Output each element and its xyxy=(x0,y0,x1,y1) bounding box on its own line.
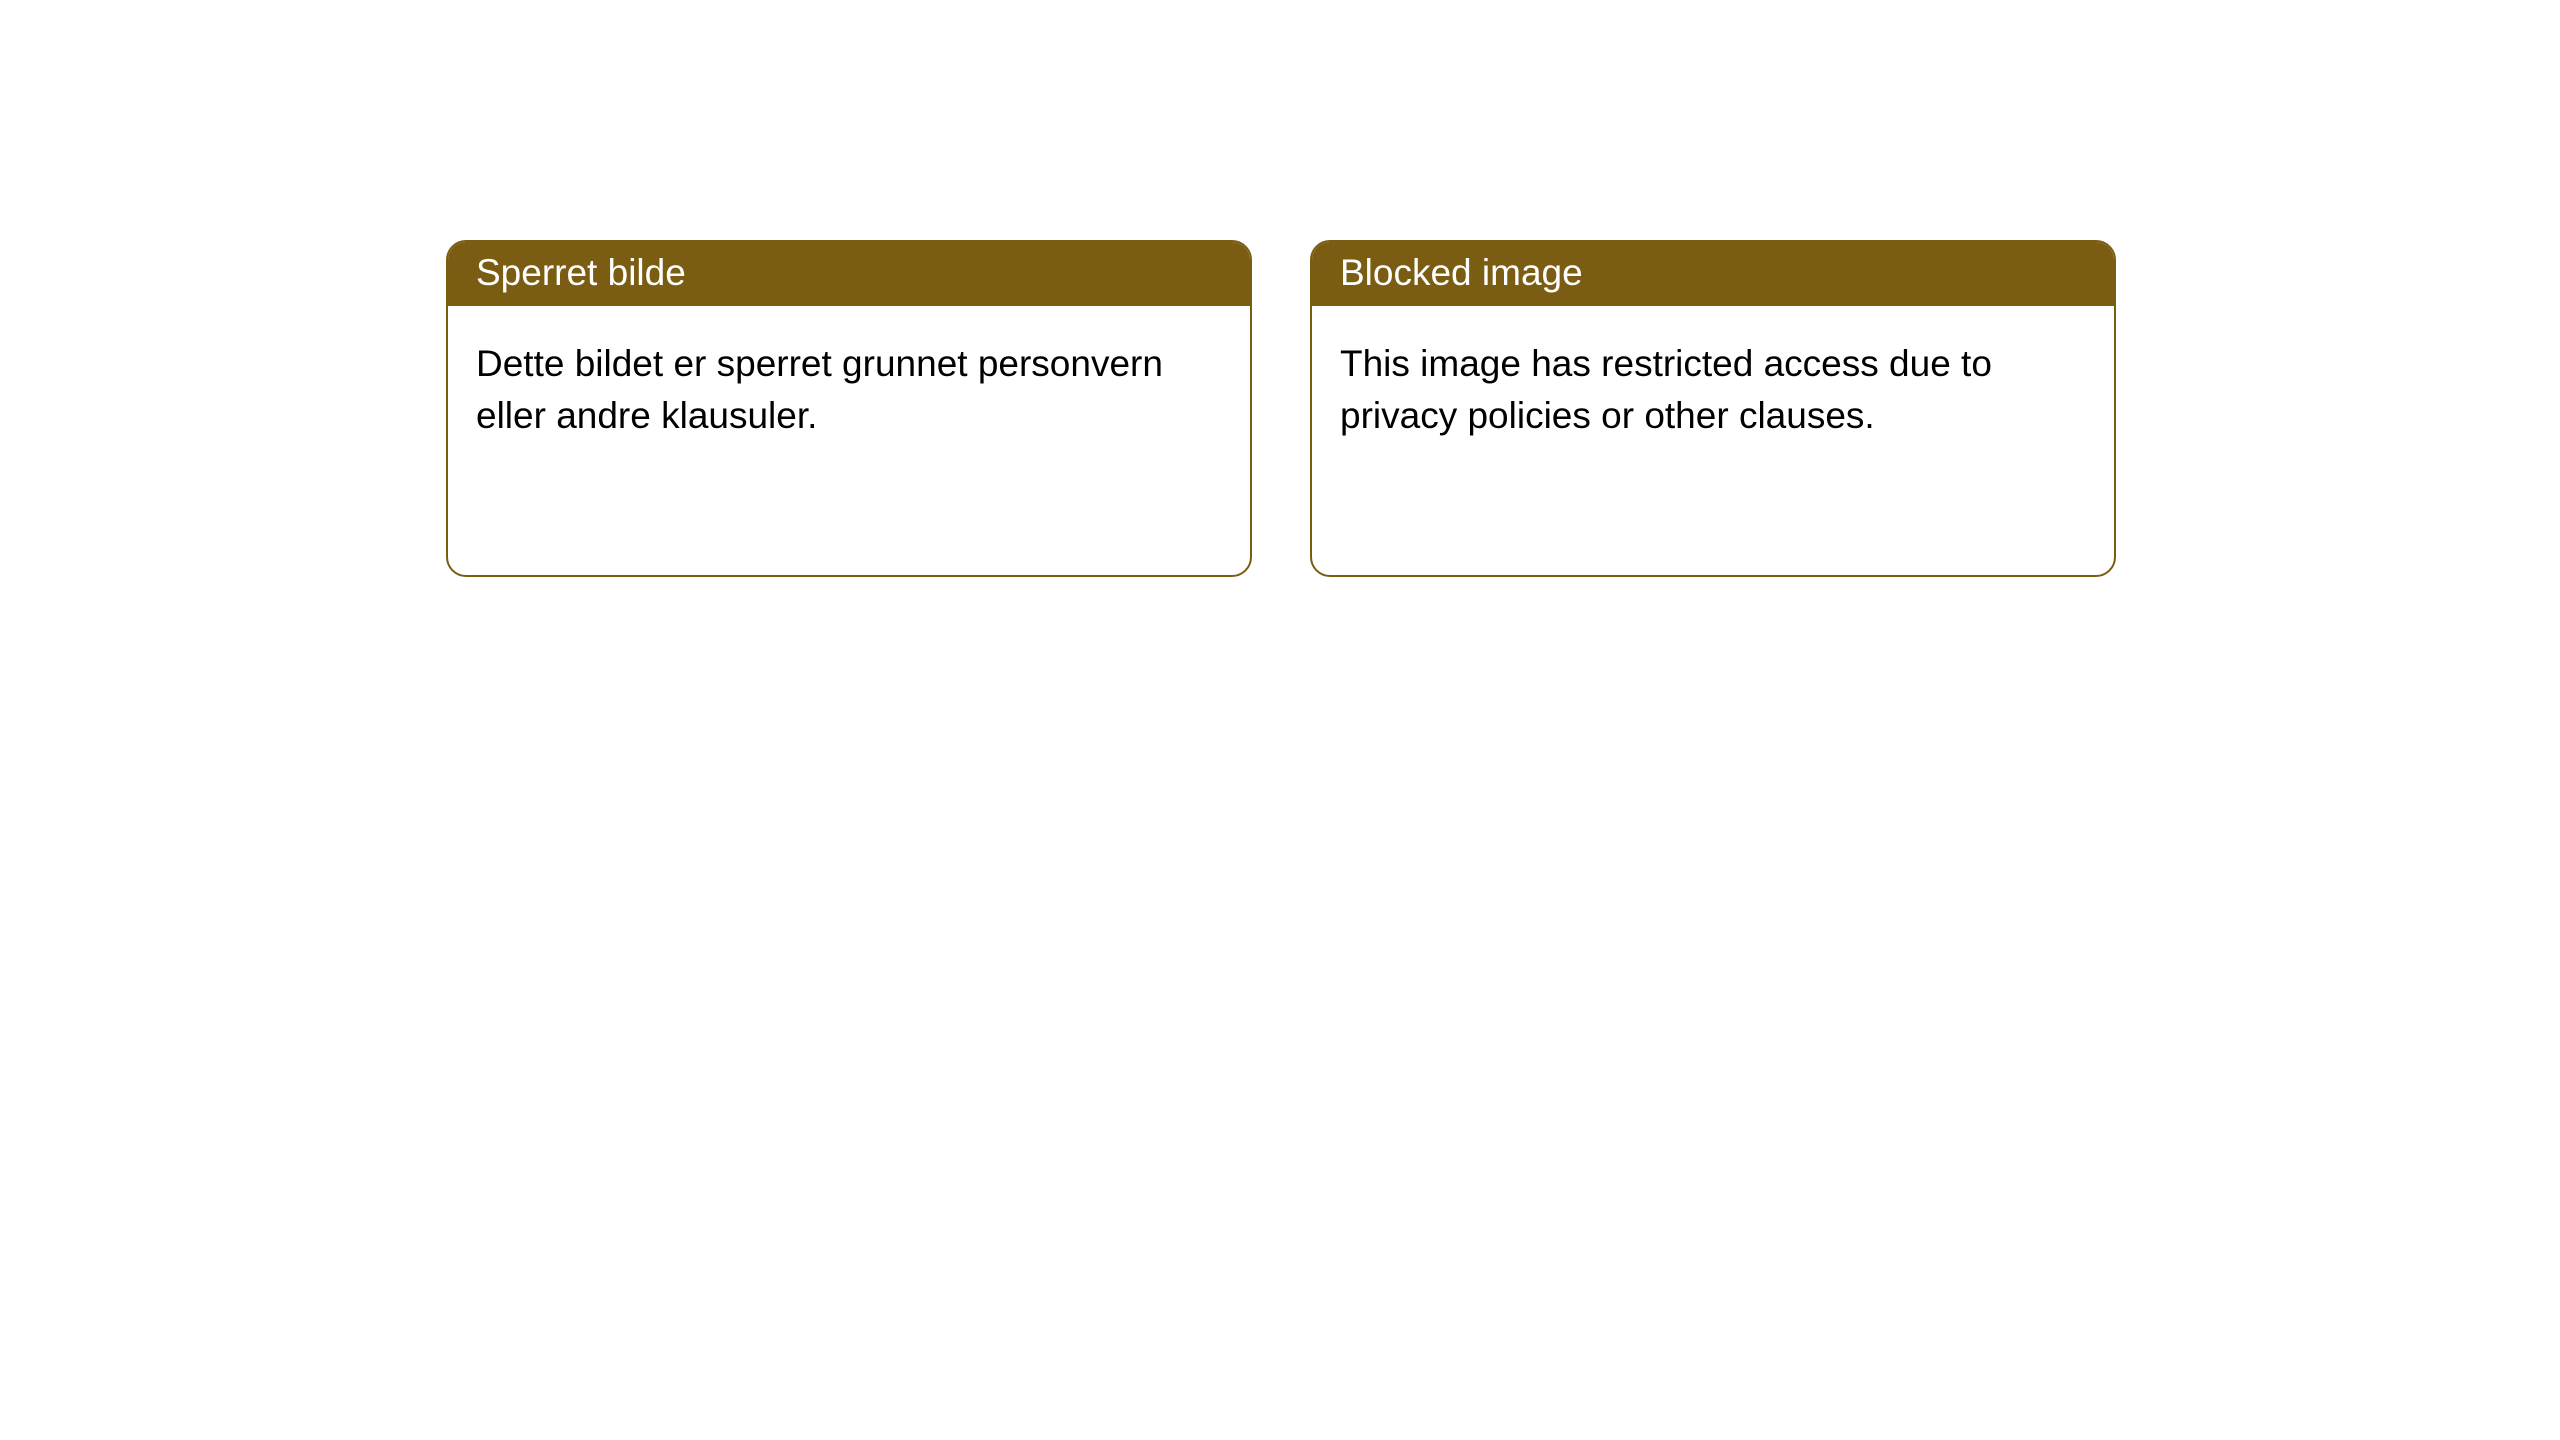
card-title-norwegian: Sperret bilde xyxy=(476,252,686,293)
blocked-image-card-english: Blocked image This image has restricted … xyxy=(1310,240,2116,577)
blocked-image-card-norwegian: Sperret bilde Dette bildet er sperret gr… xyxy=(446,240,1252,577)
card-body-norwegian: Dette bildet er sperret grunnet personve… xyxy=(448,306,1250,474)
card-header-english: Blocked image xyxy=(1312,242,2114,306)
card-text-english: This image has restricted access due to … xyxy=(1340,343,1992,436)
card-title-english: Blocked image xyxy=(1340,252,1583,293)
card-text-norwegian: Dette bildet er sperret grunnet personve… xyxy=(476,343,1163,436)
card-header-norwegian: Sperret bilde xyxy=(448,242,1250,306)
notice-container: Sperret bilde Dette bildet er sperret gr… xyxy=(0,0,2560,577)
card-body-english: This image has restricted access due to … xyxy=(1312,306,2114,474)
